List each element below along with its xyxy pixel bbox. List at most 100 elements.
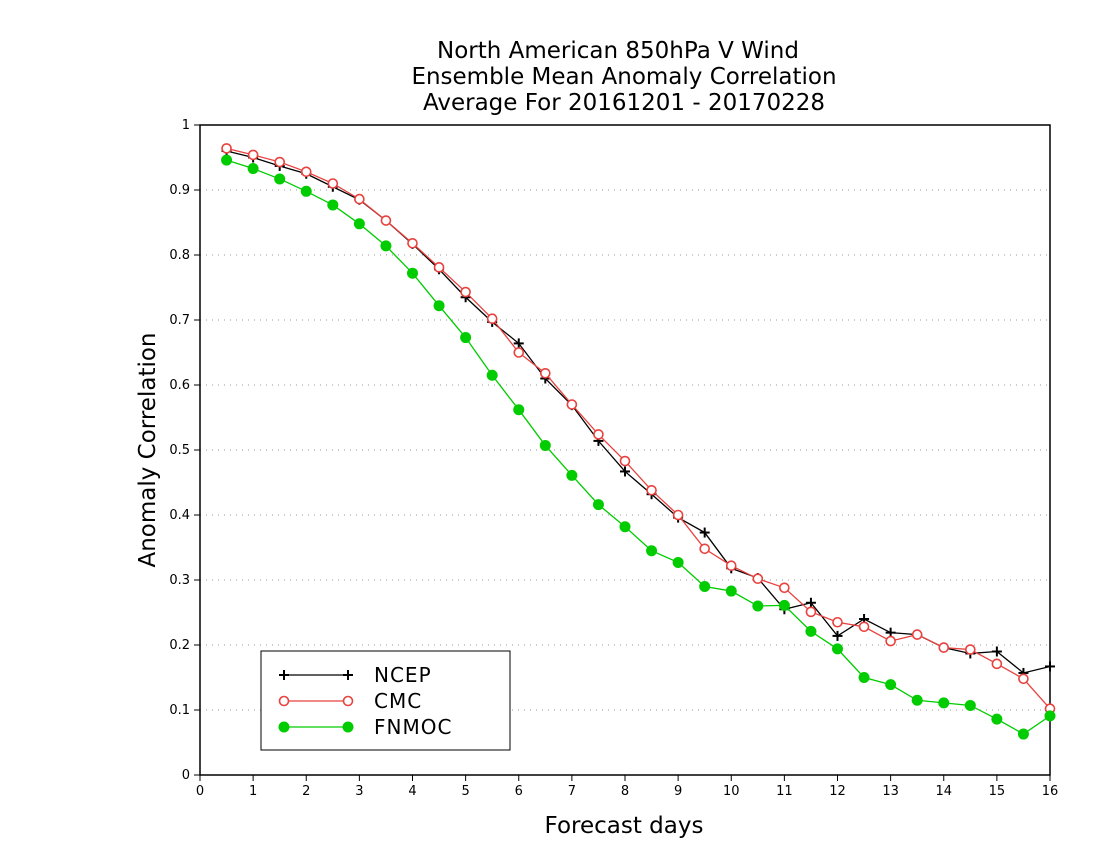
- series-line-ncep: [226, 150, 1051, 674]
- series-fnmoc: [221, 154, 1056, 740]
- x-tick-label: 2: [302, 784, 310, 799]
- x-tick-label: 8: [621, 784, 629, 799]
- title-line-3: Average For 20161201 - 20170228: [423, 90, 825, 116]
- data-point-fnmoc: [274, 173, 286, 185]
- x-tick-label: 0: [196, 784, 204, 799]
- data-point-cmc: [593, 429, 604, 440]
- x-tick-label: 16: [1042, 784, 1059, 799]
- legend-marker-cmc: [342, 695, 354, 707]
- y-tick-label: 0.2: [169, 638, 190, 653]
- y-tick-label: 0.8: [169, 248, 190, 263]
- data-point-ncep: [620, 466, 630, 477]
- y-tick-label: 0: [182, 768, 190, 783]
- data-point-cmc: [725, 560, 737, 572]
- data-point-ncep: [832, 630, 843, 641]
- data-point-fnmoc: [1044, 710, 1056, 722]
- data-point-cmc: [699, 543, 710, 555]
- data-point-cmc: [566, 399, 578, 410]
- data-point-cmc: [540, 367, 551, 379]
- data-point-fnmoc: [778, 599, 790, 611]
- data-point-cmc: [991, 658, 1003, 670]
- data-point-cmc: [327, 178, 339, 189]
- data-point-fnmoc: [699, 581, 711, 592]
- data-point-cmc: [300, 166, 312, 178]
- legend-marker-cmc: [278, 695, 290, 707]
- legend-marker-ncep: [343, 670, 353, 680]
- data-point-cmc: [274, 156, 285, 168]
- data-point-cmc: [247, 149, 259, 161]
- x-tick-label: 1: [249, 784, 257, 799]
- data-point-cmc: [486, 313, 498, 325]
- y-tick-label: 1: [182, 118, 190, 133]
- data-point-fnmoc: [725, 585, 737, 597]
- data-point-cmc: [858, 621, 870, 633]
- data-point-ncep: [1045, 661, 1055, 672]
- x-tick-label: 14: [935, 784, 952, 799]
- series-line-fnmoc: [226, 159, 1051, 735]
- axis-ticks: 00.10.20.30.40.50.60.70.80.910 1 2 3 4 5 6 7 8 9 1…: [169, 118, 1058, 799]
- data-point-fnmoc: [619, 521, 631, 533]
- x-tick-label: 9: [674, 784, 682, 799]
- data-point-cmc: [832, 616, 843, 628]
- x-tick-label: 12: [829, 784, 846, 799]
- x-tick-label: 13: [882, 784, 899, 799]
- x-tick-label: 7: [568, 784, 576, 799]
- data-point-ncep: [991, 646, 1002, 657]
- data-point-fnmoc: [1017, 728, 1029, 740]
- data-point-cmc: [779, 582, 790, 594]
- data-point-fnmoc: [566, 469, 578, 481]
- data-point-fnmoc: [300, 185, 312, 197]
- series-cmc: [221, 143, 1056, 715]
- data-point-cmc: [938, 642, 950, 653]
- data-point-fnmoc: [938, 697, 950, 709]
- data-point-fnmoc: [221, 154, 233, 166]
- data-point-fnmoc: [885, 679, 897, 691]
- data-point-fnmoc: [353, 218, 365, 230]
- data-point-ncep: [699, 527, 710, 538]
- data-point-cmc: [646, 484, 657, 496]
- y-tick-label: 0.3: [169, 573, 190, 588]
- x-tick-label: 10: [723, 784, 740, 799]
- data-point-ncep: [513, 338, 524, 349]
- data-point-fnmoc: [380, 240, 392, 252]
- data-point-cmc: [805, 606, 817, 618]
- data-point-cmc: [965, 644, 976, 655]
- legend-marker-fnmoc: [342, 721, 354, 733]
- series-group: [221, 143, 1056, 740]
- y-tick-label: 0.6: [169, 378, 190, 393]
- legend-marker-fnmoc: [278, 721, 290, 733]
- data-point-ncep: [805, 597, 816, 608]
- data-point-fnmoc: [646, 545, 658, 557]
- data-point-cmc: [752, 573, 764, 585]
- grid: [200, 189, 1050, 711]
- data-point-fnmoc: [805, 625, 817, 637]
- data-point-fnmoc: [911, 694, 923, 706]
- data-point-fnmoc: [672, 556, 684, 568]
- data-point-fnmoc: [486, 369, 498, 381]
- y-tick-label: 0.4: [169, 508, 190, 523]
- data-point-cmc: [354, 193, 365, 205]
- x-tick-label: 3: [355, 784, 363, 799]
- x-tick-label: 5: [461, 784, 469, 799]
- data-point-fnmoc: [327, 199, 339, 211]
- legend-label-ncep: NCEP: [374, 663, 432, 687]
- data-point-fnmoc: [832, 643, 843, 655]
- x-tick-label: 6: [515, 784, 523, 799]
- data-point-cmc: [407, 238, 418, 249]
- x-tick-label: 4: [408, 784, 416, 799]
- legend-label-cmc: CMC: [374, 689, 422, 713]
- data-point-fnmoc: [460, 332, 472, 344]
- data-point-fnmoc: [513, 404, 525, 416]
- data-point-cmc: [380, 215, 392, 226]
- data-point-fnmoc: [407, 267, 418, 279]
- data-point-fnmoc: [752, 600, 764, 612]
- x-tick-label: 15: [989, 784, 1006, 799]
- data-point-fnmoc: [433, 300, 445, 312]
- y-tick-label: 0.5: [169, 443, 190, 458]
- data-point-cmc: [433, 262, 445, 273]
- data-point-cmc: [619, 455, 631, 467]
- data-point-fnmoc: [539, 439, 551, 451]
- series-ncep: [221, 146, 1055, 678]
